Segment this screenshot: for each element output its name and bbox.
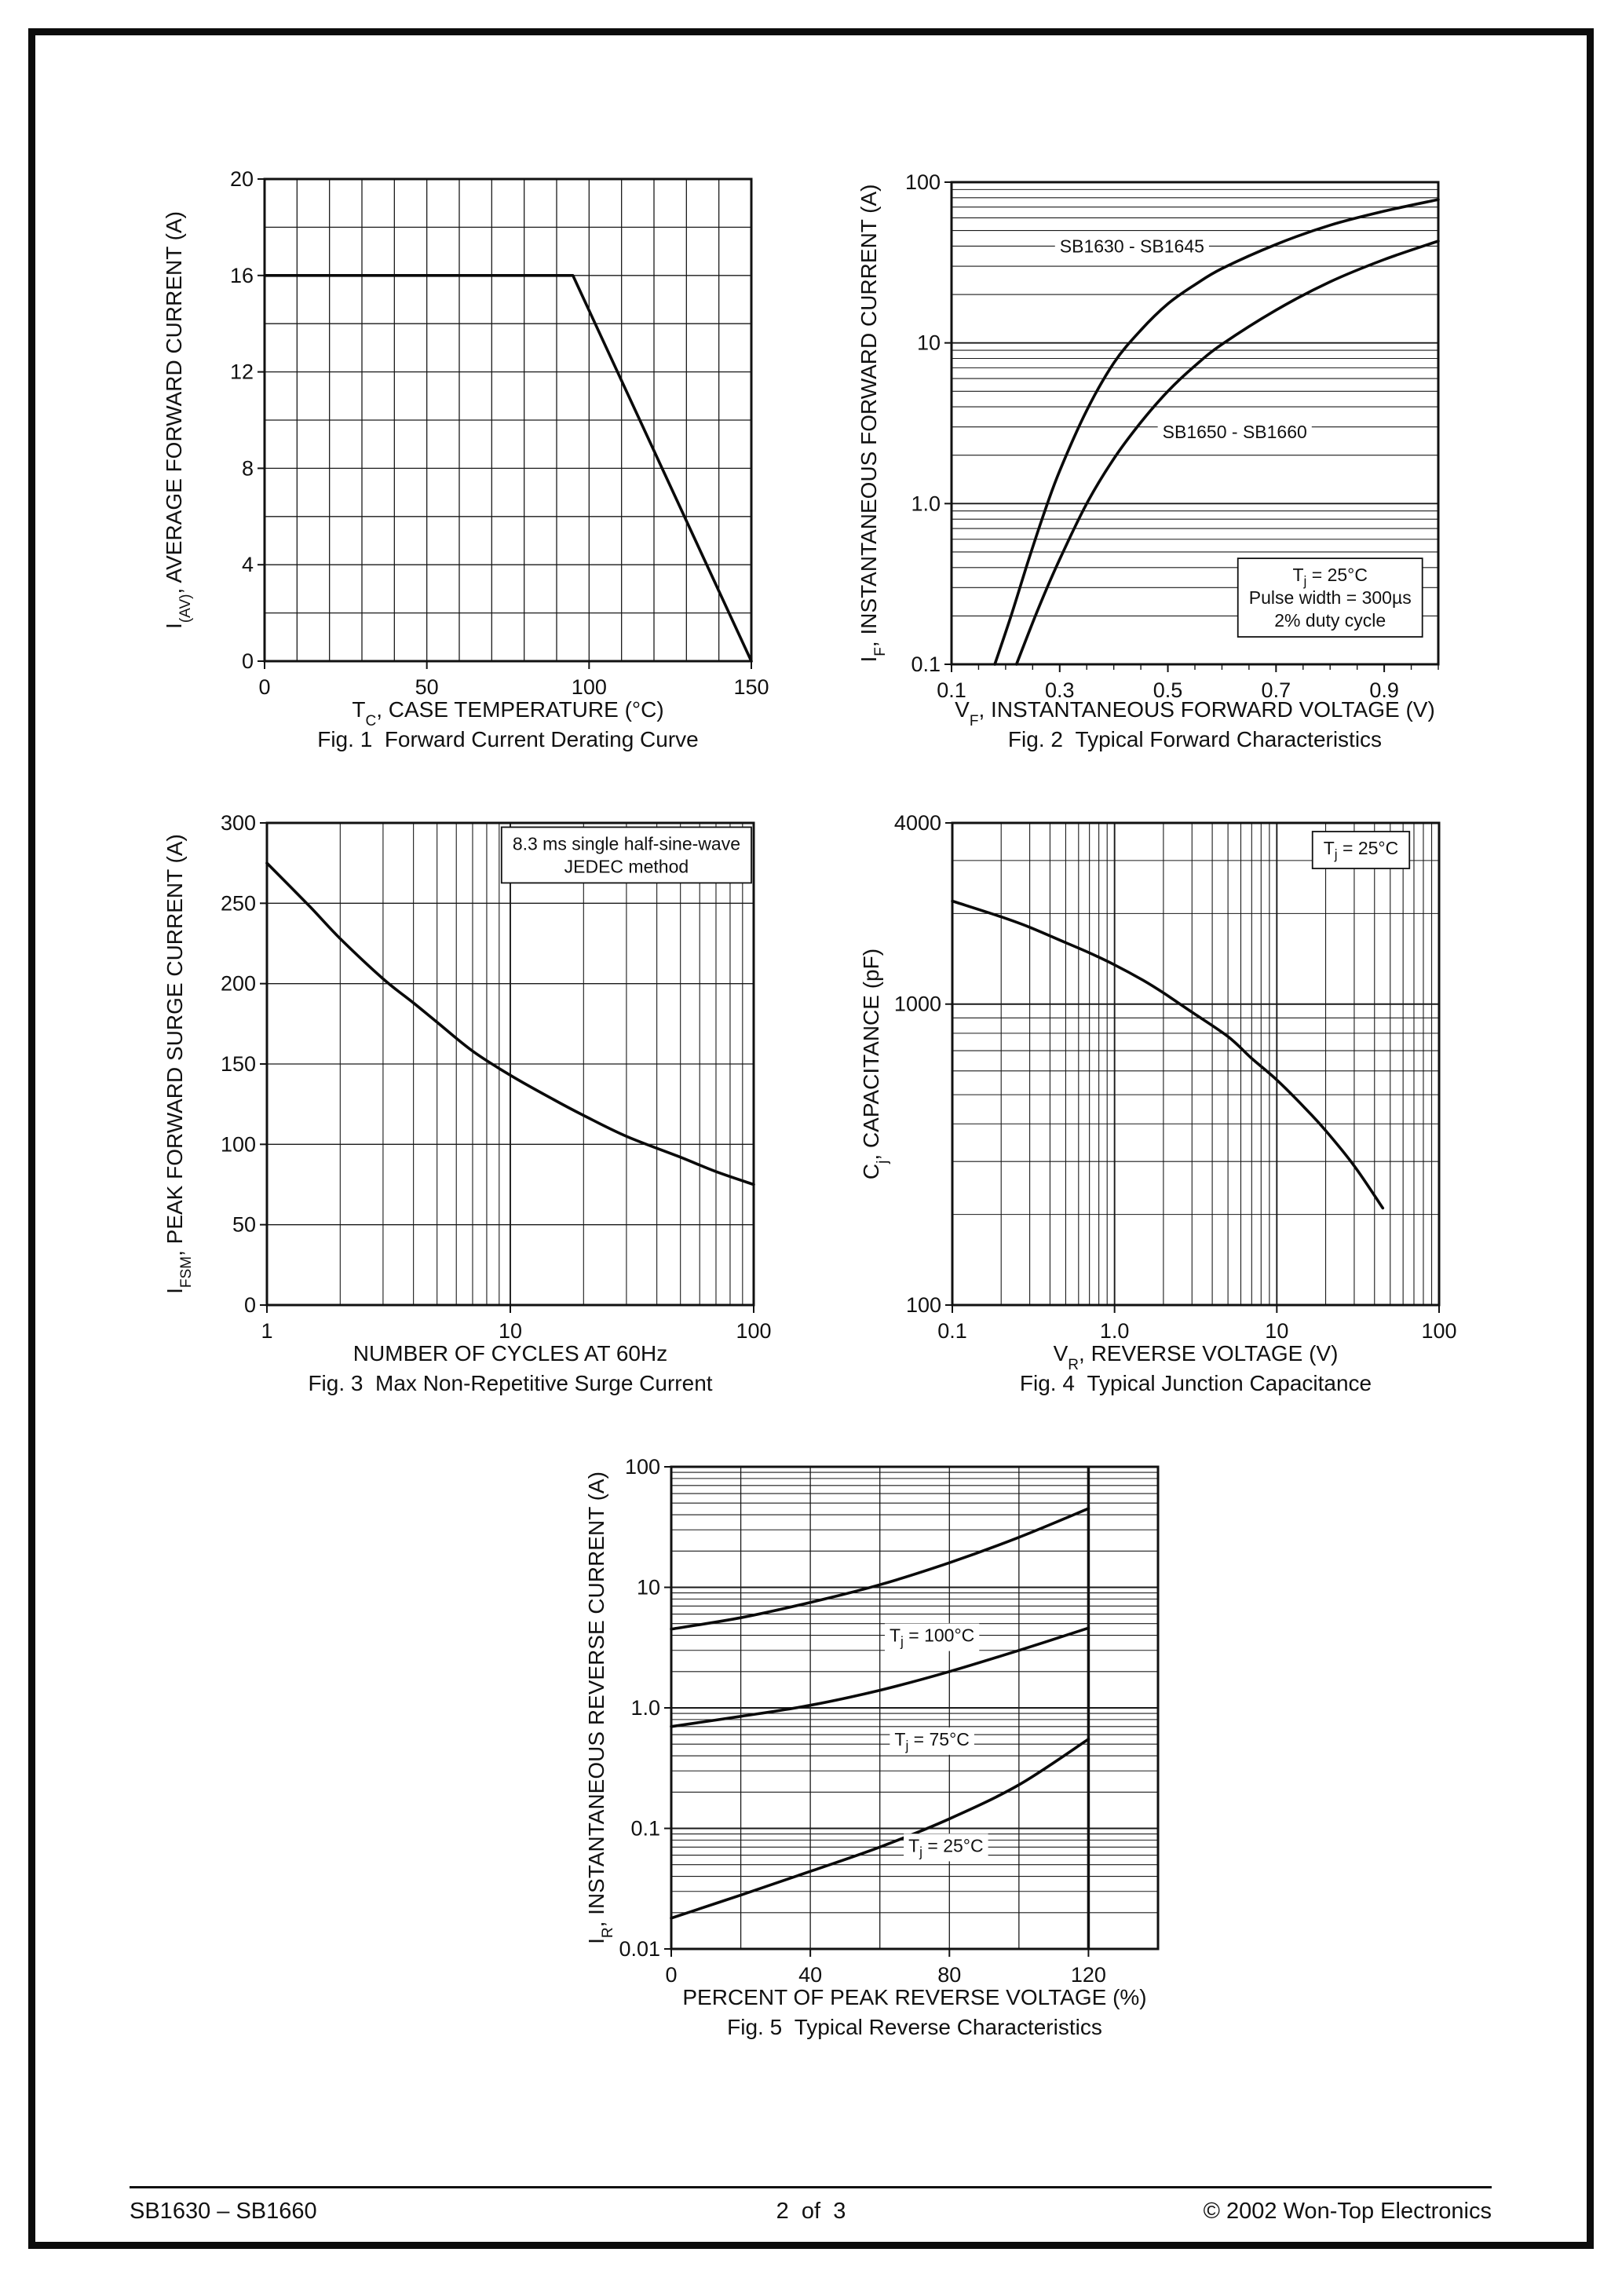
svg-text:Pulse width = 300µs: Pulse width = 300µs	[1249, 587, 1412, 608]
svg-text:SB1650 - SB1660: SB1650 - SB1660	[1163, 422, 1307, 442]
svg-text:Tj = 25°C: Tj = 25°C	[1292, 565, 1368, 589]
svg-text:250: 250	[221, 891, 256, 915]
svg-text:0.1: 0.1	[937, 1319, 967, 1343]
svg-text:4000: 4000	[894, 811, 941, 835]
svg-text:50: 50	[232, 1213, 256, 1237]
fig3-y-axis-label: IFSM, PEAK FORWARD SURGE CURRENT (A)	[163, 834, 195, 1294]
page-border	[28, 28, 1594, 2249]
fig1-chart: 0 50 100 150 0 4 8 12 16 20	[230, 167, 769, 699]
fig2-caption: Fig. 2 Typical Forward Characteristics	[1007, 727, 1383, 751]
svg-text:10: 10	[1265, 1319, 1288, 1343]
svg-text:1.0: 1.0	[911, 492, 941, 515]
svg-text:12: 12	[230, 360, 254, 384]
svg-text:JEDEC method: JEDEC method	[564, 856, 689, 876]
svg-text:8.3 ms single half-sine-wave: 8.3 ms single half-sine-wave	[513, 833, 740, 854]
fig5-caption: Fig. 5 Typical Reverse Characteristics	[727, 2015, 1102, 2039]
fig5-x-axis-label: PERCENT OF PEAK REVERSE VOLTAGE (%)	[682, 1985, 1147, 2009]
svg-text:8: 8	[242, 456, 254, 480]
svg-text:100: 100	[572, 675, 607, 699]
svg-text:0.7: 0.7	[1262, 678, 1291, 702]
svg-text:0: 0	[242, 649, 254, 673]
svg-text:1000: 1000	[894, 993, 941, 1016]
fig2-y-axis-label: IF, INSTANTANEOUS FORWARD CURRENT (A)	[857, 184, 889, 663]
svg-text:0.5: 0.5	[1153, 678, 1183, 702]
svg-text:100: 100	[736, 1319, 771, 1343]
svg-text:1: 1	[261, 1319, 272, 1343]
fig2-x-axis-label: VF, INSTANTANEOUS FORWARD VOLTAGE (V)	[955, 697, 1435, 729]
svg-text:1.0: 1.0	[630, 1696, 660, 1720]
svg-text:10: 10	[917, 331, 941, 355]
svg-text:0.1: 0.1	[937, 678, 966, 702]
svg-text:0.01: 0.01	[619, 1937, 660, 1961]
svg-text:0: 0	[665, 1963, 677, 1987]
fig4-caption: Fig. 4 Typical Junction Capacitance	[1019, 1371, 1372, 1395]
svg-text:40: 40	[798, 1963, 822, 1987]
fig2-chart: 0.1 0.3 0.5 0.7 0.9 0.1 1.0 10 100 SB1630 - SB164…	[905, 170, 1440, 702]
footer-part-number: SB1630 – SB1660	[130, 2199, 317, 2224]
footer-copyright: © 2002 Won-Top Electronics	[1203, 2199, 1492, 2224]
svg-text:2% duty cycle: 2% duty cycle	[1274, 610, 1386, 631]
svg-text:0.9: 0.9	[1369, 678, 1399, 702]
svg-text:16: 16	[230, 264, 254, 287]
svg-text:Tj = 100°C: Tj = 100°C	[890, 1625, 974, 1650]
svg-text:Tj = 75°C: Tj = 75°C	[894, 1729, 970, 1753]
fig1-y-axis-label: I(AV), AVERAGE FORWARD CURRENT (A)	[162, 211, 194, 629]
fig3-x-axis-label: NUMBER OF CYCLES AT 60Hz	[353, 1341, 668, 1366]
svg-text:4: 4	[242, 553, 254, 576]
svg-text:0: 0	[258, 675, 270, 699]
svg-text:100: 100	[906, 1293, 941, 1317]
svg-text:80: 80	[937, 1963, 961, 1987]
svg-text:0: 0	[244, 1293, 256, 1317]
svg-text:300: 300	[221, 811, 256, 835]
svg-text:100: 100	[221, 1132, 256, 1156]
svg-text:0.3: 0.3	[1045, 678, 1075, 702]
svg-text:50: 50	[415, 675, 439, 699]
svg-text:200: 200	[221, 972, 256, 996]
svg-text:100: 100	[625, 1455, 660, 1479]
footer-page-number: 2 of 3	[776, 2199, 846, 2224]
svg-text:1.0: 1.0	[1100, 1319, 1130, 1343]
svg-text:Tj = 25°C: Tj = 25°C	[1324, 838, 1399, 862]
svg-text:10: 10	[637, 1576, 660, 1600]
svg-text:Tj = 25°C: Tj = 25°C	[908, 1835, 984, 1859]
svg-text:120: 120	[1071, 1963, 1106, 1987]
svg-text:10: 10	[499, 1319, 522, 1343]
fig5-chart: 0 40 80 120 0.01 0.1 1.0 10 100 Tj = 100°C Tj = 75…	[619, 1455, 1160, 1987]
svg-text:150: 150	[733, 675, 769, 699]
fig1-x-axis-label: TC, CASE TEMPERATURE (°C)	[352, 697, 664, 729]
fig4-y-axis-label: Cj, CAPACITANCE (pF)	[859, 948, 891, 1180]
fig5-y-axis-label: IR, INSTANTANEOUS REVERSE CURRENT (A)	[584, 1472, 616, 1944]
svg-text:0.1: 0.1	[911, 653, 941, 676]
svg-text:0.1: 0.1	[630, 1817, 660, 1841]
svg-text:100: 100	[905, 170, 941, 194]
fig3-chart: 1 10 100 0 50 100 150 200 250 300 8.3 ms single ha…	[221, 811, 772, 1343]
svg-text:SB1630 - SB1645: SB1630 - SB1645	[1060, 236, 1204, 256]
footer-rule	[130, 2186, 1492, 2188]
fig4-chart: 0.1 1.0 10 100 100 1000 4000 Tj = 25°C	[894, 811, 1457, 1343]
fig3-caption: Fig. 3 Max Non-Repetitive Surge Current	[308, 1371, 713, 1395]
svg-text:150: 150	[221, 1052, 256, 1076]
fig4-x-axis-label: VR, REVERSE VOLTAGE (V)	[1053, 1341, 1339, 1373]
svg-text:100: 100	[1421, 1319, 1456, 1343]
fig1-caption: Fig. 1 Forward Current Derating Curve	[317, 727, 699, 751]
svg-text:20: 20	[230, 167, 254, 191]
